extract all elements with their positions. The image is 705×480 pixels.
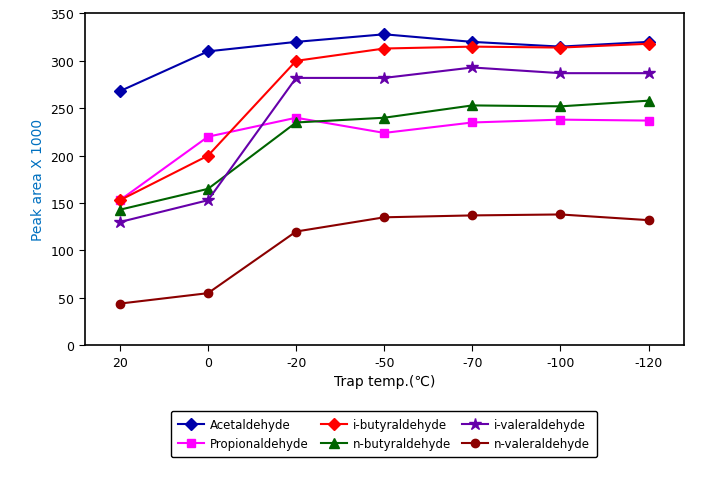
n-butyraldehyde <box>644 98 653 104</box>
i-butyraldehyde <box>292 59 300 65</box>
i-butyraldehyde <box>204 154 212 159</box>
X-axis label: Trap temp.(℃): Trap temp.(℃) <box>333 374 435 388</box>
i-butyraldehyde <box>116 198 124 204</box>
n-valeraldehyde <box>380 215 388 221</box>
n-valeraldehyde <box>116 301 124 307</box>
Propionaldehyde <box>204 134 212 140</box>
Propionaldehyde <box>380 131 388 136</box>
Acetaldehyde <box>556 45 565 50</box>
Line: n-valeraldehyde: n-valeraldehyde <box>116 211 653 308</box>
Line: i-butyraldehyde: i-butyraldehyde <box>116 40 653 205</box>
n-butyraldehyde <box>292 120 300 126</box>
i-valeraldehyde <box>292 76 300 82</box>
Acetaldehyde <box>116 89 124 95</box>
n-valeraldehyde <box>644 218 653 224</box>
Propionaldehyde <box>644 119 653 124</box>
n-valeraldehyde <box>204 291 212 297</box>
i-butyraldehyde <box>468 45 477 50</box>
Line: i-valeraldehyde: i-valeraldehyde <box>114 62 655 229</box>
i-valeraldehyde <box>556 71 565 77</box>
n-butyraldehyde <box>468 103 477 109</box>
Propionaldehyde <box>292 116 300 121</box>
i-valeraldehyde <box>644 71 653 77</box>
n-valeraldehyde <box>556 212 565 218</box>
n-butyraldehyde <box>380 116 388 121</box>
Propionaldehyde <box>468 120 477 126</box>
i-butyraldehyde <box>556 46 565 51</box>
Acetaldehyde <box>644 40 653 46</box>
Y-axis label: Peak area X 1000: Peak area X 1000 <box>31 119 44 241</box>
Acetaldehyde <box>204 49 212 55</box>
i-valeraldehyde <box>116 220 124 226</box>
Propionaldehyde <box>116 198 124 204</box>
n-butyraldehyde <box>556 104 565 110</box>
Line: n-butyraldehyde: n-butyraldehyde <box>115 96 654 215</box>
Acetaldehyde <box>292 40 300 46</box>
n-valeraldehyde <box>468 213 477 219</box>
Line: Propionaldehyde: Propionaldehyde <box>116 114 653 205</box>
i-butyraldehyde <box>380 47 388 52</box>
Acetaldehyde <box>380 32 388 38</box>
i-valeraldehyde <box>204 198 212 204</box>
n-valeraldehyde <box>292 229 300 235</box>
Legend: Acetaldehyde, Propionaldehyde, i-butyraldehyde, n-butyraldehyde, i-valeraldehyde: Acetaldehyde, Propionaldehyde, i-butyral… <box>171 411 597 457</box>
i-butyraldehyde <box>644 42 653 48</box>
i-valeraldehyde <box>380 76 388 82</box>
Propionaldehyde <box>556 118 565 123</box>
i-valeraldehyde <box>468 65 477 71</box>
Line: Acetaldehyde: Acetaldehyde <box>116 31 653 96</box>
n-butyraldehyde <box>116 207 124 213</box>
n-butyraldehyde <box>204 187 212 192</box>
Acetaldehyde <box>468 40 477 46</box>
